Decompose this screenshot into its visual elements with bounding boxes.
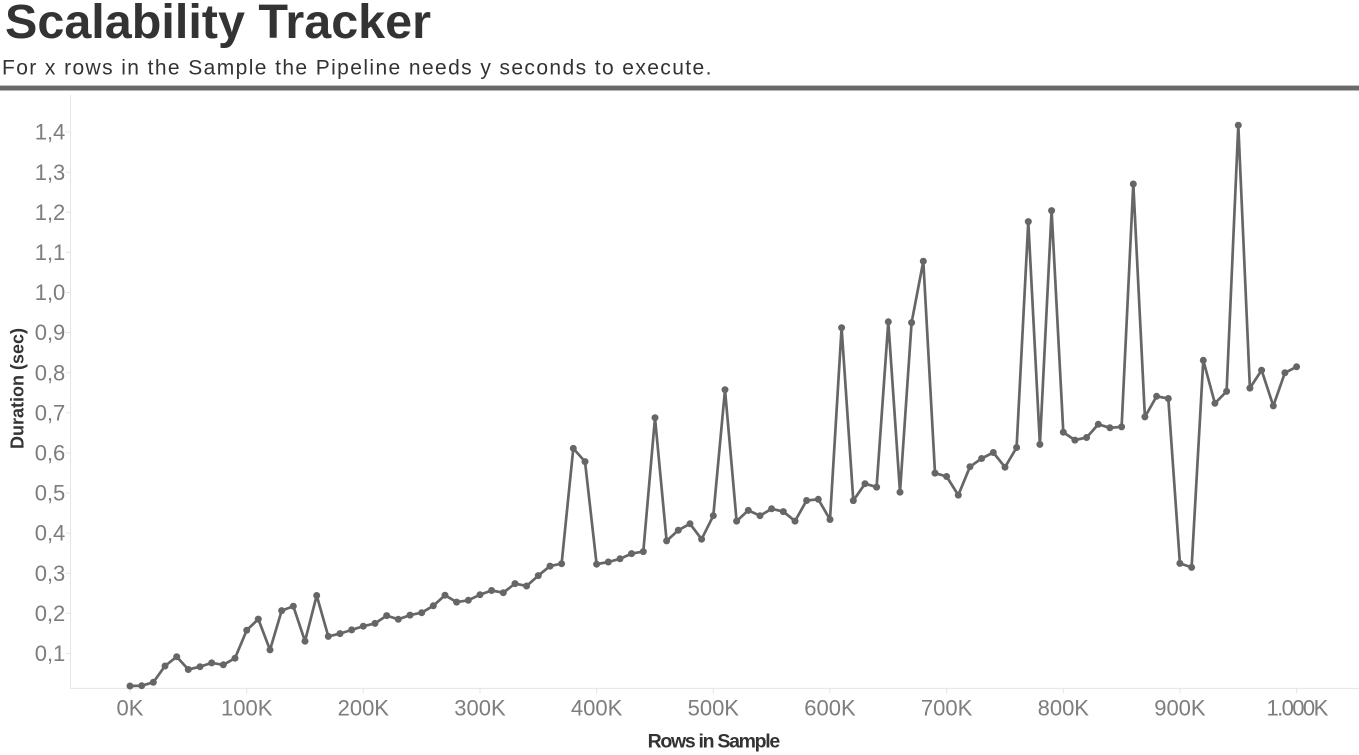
svg-text:200K: 200K [338,695,390,720]
svg-text:1,2: 1,2 [35,200,66,225]
svg-text:0,2: 0,2 [35,601,66,626]
svg-text:0,6: 0,6 [35,441,66,466]
svg-text:100K: 100K [221,695,273,720]
svg-text:0,1: 0,1 [35,641,66,666]
svg-text:0K: 0K [117,695,144,720]
svg-text:For x rows in the Sample the P: For x rows in the Sample the Pipeline ne… [2,57,713,80]
svg-text:0,8: 0,8 [35,360,66,385]
svg-text:Scalability Tracker: Scalability Tracker [5,0,431,49]
svg-text:1,3: 1,3 [35,160,66,185]
svg-text:500K: 500K [688,695,740,720]
svg-text:300K: 300K [454,695,506,720]
svg-text:0,4: 0,4 [35,521,66,546]
svg-text:Rows in Sample: Rows in Sample [648,730,781,752]
svg-text:1,4: 1,4 [35,120,66,145]
svg-text:700K: 700K [921,695,973,720]
svg-text:1,0: 1,0 [35,280,66,305]
svg-text:900K: 900K [1154,695,1206,720]
svg-text:400K: 400K [571,695,623,720]
svg-text:1,1: 1,1 [35,240,66,265]
svg-text:1.000K: 1.000K [1267,695,1329,720]
svg-text:0,9: 0,9 [35,320,66,345]
svg-text:Duration (sec): Duration (sec) [8,328,28,449]
svg-text:800K: 800K [1038,695,1090,720]
svg-text:0,7: 0,7 [35,400,66,425]
svg-text:0,3: 0,3 [35,561,66,586]
svg-text:0,5: 0,5 [35,481,66,506]
svg-text:600K: 600K [804,695,856,720]
